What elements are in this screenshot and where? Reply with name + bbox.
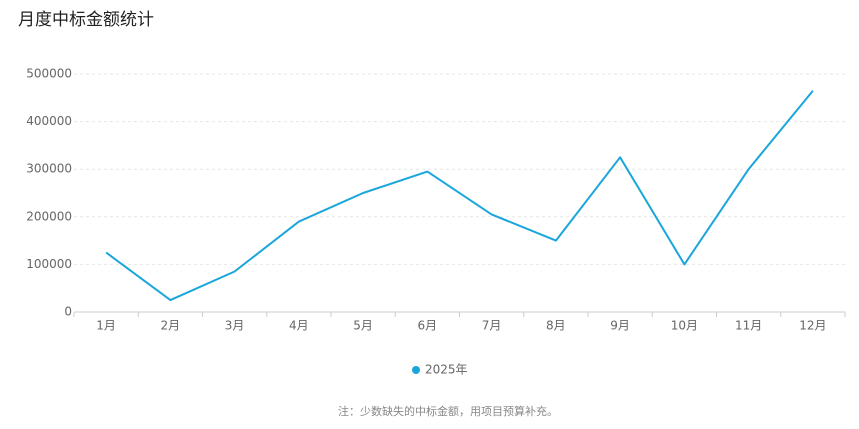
x-tick-label: 12月 [799, 319, 826, 333]
x-tick-label: 6月 [418, 319, 438, 333]
chart-title: 月度中标金额统计 [18, 10, 154, 30]
x-tick-label: 2月 [161, 319, 181, 333]
y-tick-label: 500000 [26, 67, 72, 81]
legend-marker [412, 366, 420, 374]
x-tick-label: 8月 [546, 319, 566, 333]
line-series [105, 90, 814, 302]
x-tick-label: 9月 [610, 319, 630, 333]
x-tick-label: 1月 [96, 319, 116, 333]
x-tick-label: 10月 [671, 319, 698, 333]
x-tick-label: 11月 [735, 319, 762, 333]
legend-label: 2025年 [425, 363, 468, 377]
note: 注：少数缺失的中标金额，用项目预算补充。 [338, 404, 558, 418]
y-tick-label: 300000 [26, 162, 72, 176]
y-tick-label: 200000 [26, 209, 72, 223]
x-tick-label: 4月 [289, 319, 309, 333]
x-tick-label: 3月 [225, 319, 245, 333]
y-tick-label: 0 [64, 305, 72, 319]
x-tick-label: 7月 [482, 319, 502, 333]
y-tick-label: 400000 [26, 114, 72, 128]
x-tick-label: 5月 [353, 319, 373, 333]
y-tick-label: 100000 [26, 257, 72, 271]
